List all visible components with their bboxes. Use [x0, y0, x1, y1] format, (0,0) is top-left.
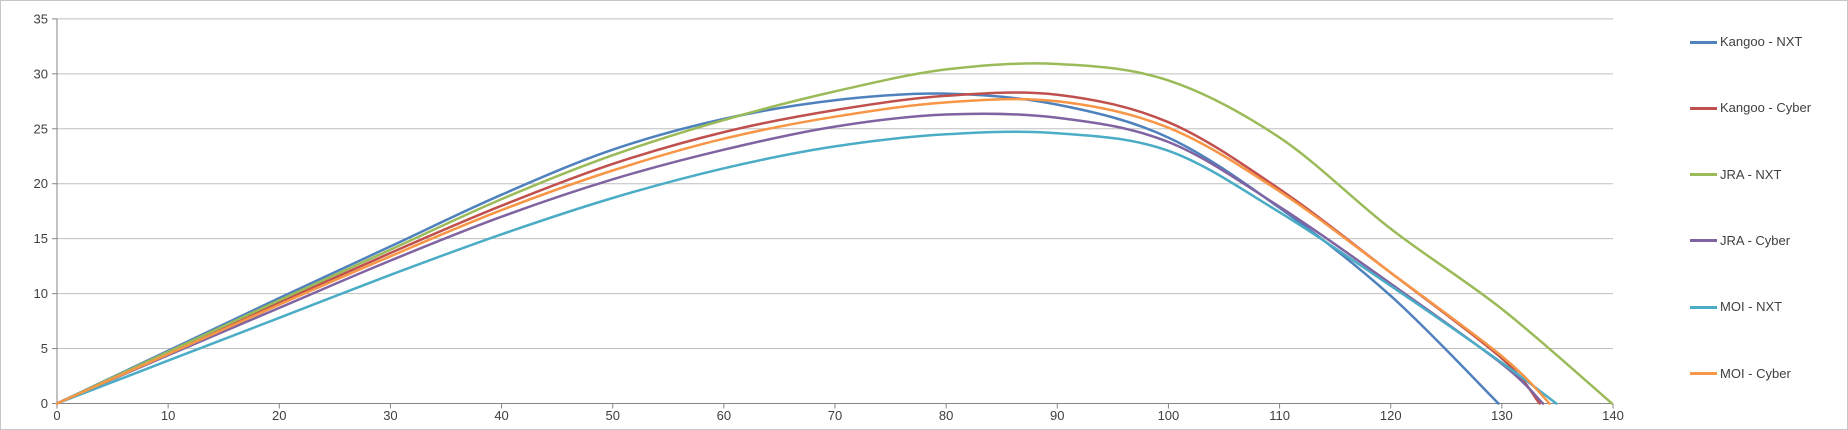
y-axis-tick-label-10: 10	[34, 286, 48, 301]
legend-label: Kangoo - Cyber	[1720, 100, 1812, 116]
y-axis-tick-label-5: 5	[41, 341, 48, 356]
legend-line-swatch-icon	[1690, 239, 1717, 243]
x-axis-tick-label-80: 80	[939, 408, 953, 423]
x-axis-tick-label-0: 0	[53, 408, 60, 423]
legend-item-moi-nxt[interactable]: MOI - NXT	[1690, 298, 1782, 316]
series-line-moi-cyber[interactable]	[55, 97, 1551, 405]
legend-item-kangoo-cyber[interactable]: Kangoo - Cyber	[1690, 99, 1811, 117]
x-axis-tick-label-60: 60	[717, 408, 731, 423]
series-line-kangoo-cyber[interactable]	[55, 91, 1541, 405]
legend-item-moi-cyber[interactable]: MOI - Cyber	[1690, 365, 1791, 383]
legend-label: MOI - Cyber	[1720, 365, 1791, 381]
y-axis-tick-label-30: 30	[34, 66, 48, 81]
x-axis-tick-label-20: 20	[272, 408, 286, 423]
y-axis-tick-label-20: 20	[34, 176, 48, 191]
legend-item-jra-nxt[interactable]: JRA - NXT	[1690, 166, 1781, 184]
legend-label: JRA - NXT	[1720, 166, 1782, 182]
x-axis-tick-label-140: 140	[1602, 408, 1624, 423]
legend-line-swatch-icon	[1690, 106, 1717, 110]
legend-line-swatch-icon	[1690, 40, 1717, 44]
x-axis-tick-label-10: 10	[161, 408, 175, 423]
legend-label: MOI - NXT	[1720, 299, 1783, 315]
y-axis-tick-label-15: 15	[34, 231, 48, 246]
legend-item-jra-cyber[interactable]: JRA - Cyber	[1690, 232, 1790, 250]
x-axis-tick-label-70: 70	[828, 408, 842, 423]
x-axis-tick-label-30: 30	[383, 408, 397, 423]
x-axis-tick-label-130: 130	[1491, 408, 1513, 423]
legend-label: Kangoo - NXT	[1720, 34, 1803, 49]
y-axis-tick-label-35: 35	[34, 11, 48, 26]
x-axis-tick-label-50: 50	[605, 408, 619, 423]
x-axis-tick-label-110: 110	[1269, 408, 1290, 423]
legend-label: JRA - Cyber	[1720, 232, 1791, 248]
x-axis-tick-label-40: 40	[494, 408, 508, 423]
y-axis-tick-label-25: 25	[34, 121, 48, 136]
series-line-jra-nxt[interactable]	[55, 62, 1614, 405]
legend-line-swatch-icon	[1690, 173, 1717, 177]
x-axis-tick-label-90: 90	[1050, 408, 1064, 423]
series-line-moi-nxt[interactable]	[55, 130, 1558, 405]
legend-line-swatch-icon	[1690, 305, 1717, 309]
x-axis-tick-label-100: 100	[1158, 408, 1180, 423]
x-axis-tick-label-120: 120	[1380, 408, 1402, 423]
legend-item-kangoo-nxt[interactable]: Kangoo - NXT	[1690, 33, 1802, 51]
series-line-jra-cyber[interactable]	[55, 112, 1545, 405]
y-axis-tick-label-0: 0	[41, 396, 48, 411]
legend-line-swatch-icon	[1690, 372, 1717, 375]
